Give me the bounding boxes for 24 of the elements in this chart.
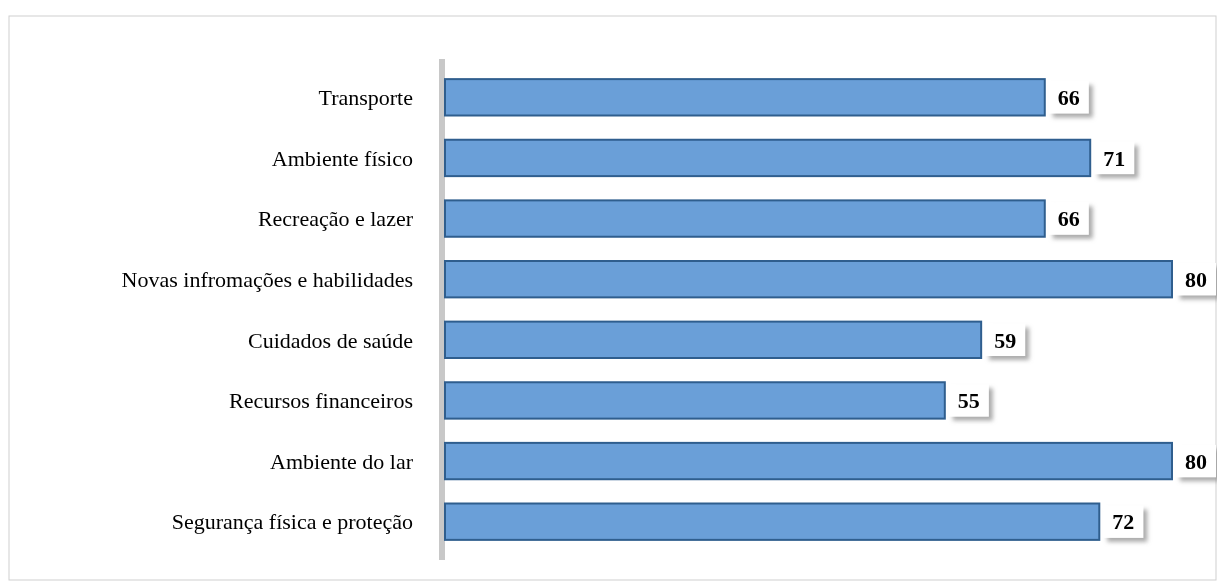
data-label: 71 xyxy=(1103,145,1126,171)
bar xyxy=(444,199,1046,238)
data-label: 80 xyxy=(1185,266,1207,292)
data-label: 59 xyxy=(994,327,1017,353)
data-label: 66 xyxy=(1057,85,1080,111)
bar xyxy=(444,320,983,359)
y-tick-label: Recursos financeiros xyxy=(229,388,413,414)
y-tick-label: Recreação e lazer xyxy=(257,206,414,232)
bar xyxy=(444,260,1173,299)
y-tick-label: Transporte xyxy=(318,85,413,111)
y-tick-label: Novas infromações e habilidades xyxy=(121,266,413,292)
data-label: 66 xyxy=(1057,206,1080,232)
bar xyxy=(444,381,946,420)
bar xyxy=(444,441,1173,481)
data-label: 72 xyxy=(1112,509,1135,535)
y-tick-label: Cuidados de saúde xyxy=(248,327,413,353)
bar xyxy=(444,78,1046,117)
bar xyxy=(444,502,1101,541)
data-label: 55 xyxy=(957,388,980,414)
y-tick-label: Ambiente físico xyxy=(271,145,413,171)
data-label: 80 xyxy=(1185,448,1207,474)
bar xyxy=(444,138,1092,178)
y-tick-label: Segurança física e proteção xyxy=(171,509,413,535)
y-tick-label: Ambiente do lar xyxy=(270,448,414,474)
